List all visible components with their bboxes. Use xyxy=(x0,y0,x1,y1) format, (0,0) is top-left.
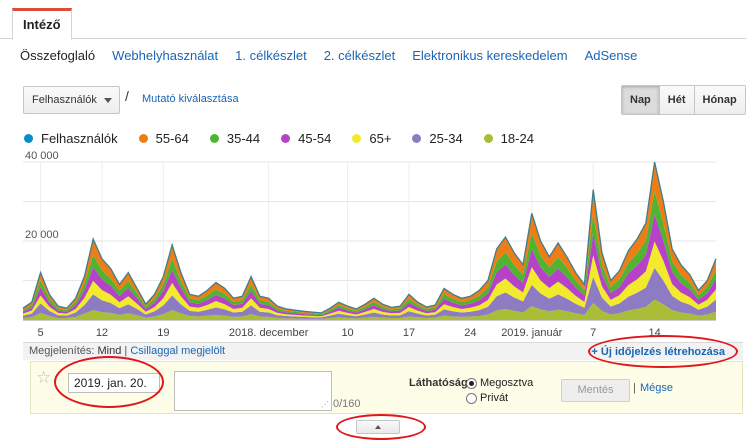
legend-entry-45-54[interactable]: 45-54 xyxy=(281,131,331,146)
period-week-button[interactable]: Hét xyxy=(658,86,694,114)
x-tick-label: 19 xyxy=(157,327,169,339)
tab-bar: Intéző xyxy=(0,0,746,40)
cancel-link[interactable]: Mégse xyxy=(640,382,674,394)
annotation-editor: ☆ 2019. jan. 20. ⋰ 0/160 Láthatóság: Meg… xyxy=(30,361,743,414)
chevron-up-icon xyxy=(375,425,381,429)
star-icon[interactable]: ☆ xyxy=(36,368,52,387)
legend-entry-felhaszn-l-k[interactable]: Felhasználók xyxy=(24,131,118,146)
visibility-private-label: Privát xyxy=(480,392,509,404)
legend-swatch xyxy=(24,134,33,143)
subnav-item-overview[interactable]: Összefoglaló xyxy=(20,48,96,63)
annotation-date-field[interactable]: 2019. jan. 20. xyxy=(68,373,160,393)
annotation-bar: Megjelenítés: Mind | Csillaggal megjelöl… xyxy=(23,342,743,360)
x-tick-label: 24 xyxy=(464,327,476,339)
tab-dashboard[interactable]: Intéző xyxy=(12,8,72,40)
new-annotation-link[interactable]: + Új időjelzés létrehozása xyxy=(591,346,725,358)
metric-separator: / xyxy=(125,88,129,104)
x-tick-label: 12 xyxy=(96,327,108,339)
metric-dropdown[interactable]: Felhasználók xyxy=(23,86,120,114)
annotation-filter-separator: | xyxy=(124,345,128,357)
y-tick-label: 40 000 xyxy=(25,150,59,162)
select-metric-link[interactable]: Mutató kiválasztása xyxy=(142,93,239,105)
legend-swatch xyxy=(412,134,422,143)
legend-entry-35-44[interactable]: 35-44 xyxy=(209,131,261,146)
legend-swatch xyxy=(281,134,291,143)
collapse-annotations-button[interactable] xyxy=(356,420,400,434)
annotation-filter-label: Megjelenítés: xyxy=(29,345,95,357)
visibility-private-option[interactable]: Privát xyxy=(466,392,508,404)
legend-label: 55-64 xyxy=(155,131,189,146)
legend-entry-25-34[interactable]: 25-34 xyxy=(412,131,463,146)
legend-entry-55-64[interactable]: 55-64 xyxy=(138,131,189,146)
legend-swatch xyxy=(483,134,493,143)
report-subnav: Összefoglaló Webhelyhasználat 1. célkész… xyxy=(20,48,637,66)
save-button[interactable]: Mentés xyxy=(561,379,630,402)
legend-label: 45-54 xyxy=(298,131,332,146)
subnav-item-goal-set-1[interactable]: 1. célkészlet xyxy=(235,48,307,63)
x-tick-label: 10 xyxy=(341,327,353,339)
cancel-separator: | xyxy=(633,382,636,394)
x-tick-label: 14 xyxy=(648,327,660,339)
legend-entry-65[interactable]: 65+ xyxy=(352,131,391,146)
x-tick-label: 2019. január xyxy=(501,327,562,339)
period-day-button[interactable]: Nap xyxy=(622,86,659,114)
area-series-18-24-0 xyxy=(23,299,716,320)
x-tick-label: 2018. december xyxy=(229,327,309,339)
character-counter: 0/160 xyxy=(333,398,361,410)
chart-legend: Felhasználók 55-64 35-44 45-54 65+ 25-34 18-24 xyxy=(24,131,555,146)
legend-label: Felhasználók xyxy=(41,131,118,146)
annotation-filter-all[interactable]: Mind xyxy=(97,345,122,357)
x-tick-label: 7 xyxy=(590,327,596,339)
visibility-shared-option[interactable]: Megosztva xyxy=(466,377,533,389)
resize-grip-icon[interactable]: ⋰ xyxy=(321,400,329,409)
period-month-button[interactable]: Hónap xyxy=(693,86,745,114)
chevron-down-icon xyxy=(104,98,112,103)
radio-shared[interactable] xyxy=(466,377,477,389)
metric-dropdown-value: Felhasználók xyxy=(32,94,97,106)
y-tick-label: 20 000 xyxy=(25,229,59,241)
subnav-item-ecommerce[interactable]: Elektronikus kereskedelem xyxy=(412,48,568,63)
period-toggle: Nap Hét Hónap xyxy=(621,85,746,115)
annotation-filter-starred[interactable]: Csillaggal megjelölt xyxy=(130,345,226,357)
legend-label: 35-44 xyxy=(226,131,261,146)
x-tick-label: 5 xyxy=(37,327,43,339)
total-users-line xyxy=(22,161,717,314)
legend-label: 25-34 xyxy=(429,131,463,146)
annotation-note-input[interactable]: ⋰ xyxy=(174,371,332,411)
legend-swatch xyxy=(209,134,219,143)
subnav-item-adsense[interactable]: AdSense xyxy=(584,48,638,63)
subnav-item-goal-set-2[interactable]: 2. célkészlet xyxy=(323,48,396,63)
legend-swatch xyxy=(138,134,148,143)
users-area-chart: 20 000 40 000 5 12 19 2018. december 10 17 24 201… xyxy=(22,150,717,339)
radio-private[interactable] xyxy=(466,392,477,404)
legend-swatch xyxy=(352,134,362,143)
area-series-25-34-1 xyxy=(23,267,716,319)
legend-label: 65+ xyxy=(369,131,392,146)
subnav-item-site-usage[interactable]: Webhelyhasználat xyxy=(112,48,219,63)
legend-label: 18-24 xyxy=(500,131,534,146)
visibility-shared-label: Megosztva xyxy=(480,377,534,389)
visibility-label: Láthatóság: xyxy=(409,377,472,389)
legend-entry-18-24[interactable]: 18-24 xyxy=(483,131,534,146)
x-tick-label: 17 xyxy=(403,327,415,339)
